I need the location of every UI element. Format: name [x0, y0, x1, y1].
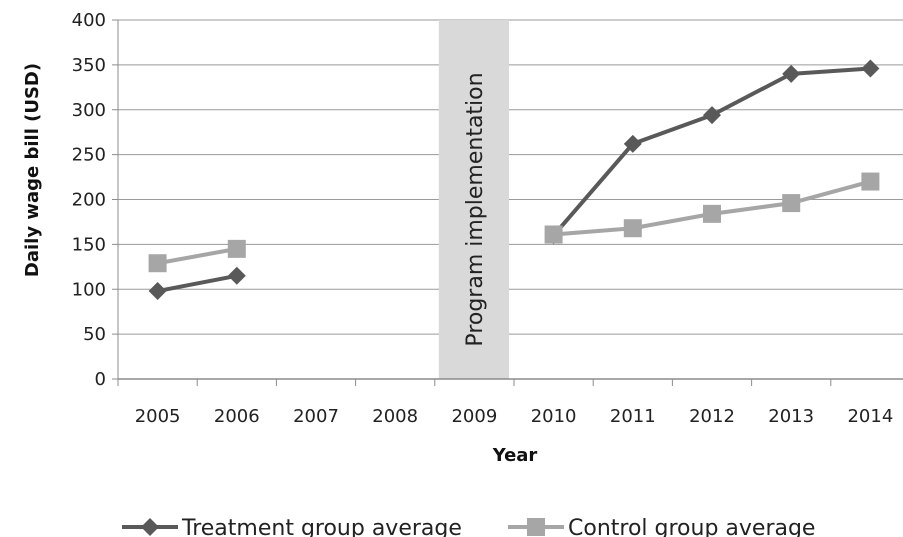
y-axis-title: Daily wage bill (USD) — [22, 63, 43, 277]
square-marker-icon — [527, 518, 545, 536]
diamond-marker-icon — [141, 518, 159, 536]
y-tick-label: 50 — [83, 324, 106, 345]
y-tick-label: 200 — [72, 190, 106, 211]
x-tick-label: 2014 — [847, 406, 893, 427]
series-line — [157, 246, 238, 266]
data-point — [148, 282, 167, 301]
gridlines — [118, 19, 903, 335]
legend: Treatment group average Control group ave… — [122, 516, 815, 537]
legend-item: Treatment group average — [122, 516, 462, 537]
legend-item: Control group average — [508, 516, 815, 537]
x-tick-label: 2005 — [135, 406, 181, 427]
data-point — [861, 59, 880, 78]
y-tick-label: 0 — [95, 369, 106, 390]
data-point — [861, 172, 880, 191]
series-group — [148, 59, 880, 301]
data-point — [227, 266, 246, 285]
legend-label: Treatment group average — [181, 516, 462, 537]
data-point — [148, 254, 167, 273]
x-tick-label: 2008 — [372, 406, 418, 427]
x-tick-label: 2007 — [293, 406, 339, 427]
program-implementation-band — [438, 20, 509, 379]
x-tick-label: 2012 — [689, 406, 735, 427]
x-tick-label: 2006 — [214, 406, 260, 427]
data-point — [544, 225, 563, 244]
data-point — [782, 194, 801, 213]
data-point — [703, 106, 721, 125]
annotation-band-group: Program implementation — [438, 20, 509, 379]
series-line — [157, 273, 238, 294]
x-tick-label: 2011 — [610, 406, 656, 427]
data-point — [227, 239, 246, 258]
series-1 — [148, 59, 880, 301]
data-point — [623, 134, 642, 153]
y-tick-label: 150 — [72, 234, 106, 255]
x-tick-label: 2009 — [451, 406, 497, 427]
x-tick-label: 2013 — [768, 406, 814, 427]
data-point — [703, 204, 721, 223]
data-point — [782, 64, 801, 83]
legend-label: Control group average — [568, 516, 815, 537]
labels: Daily wage bill (USD) Year — [22, 63, 537, 466]
axes: 0 50 100 150 200 250 300 350 400 2005 2006 2007 2008… — [72, 10, 903, 427]
y-tick-label: 300 — [72, 100, 106, 121]
y-tick-label: 100 — [72, 279, 106, 300]
x-axis-title: Year — [492, 445, 538, 466]
data-point — [623, 219, 642, 238]
series-2 — [148, 172, 880, 273]
x-tick-label: 2010 — [531, 406, 577, 427]
y-tick-label: 350 — [72, 55, 106, 76]
y-tick-label: 250 — [72, 145, 106, 166]
band-label: Program implementation — [463, 72, 488, 346]
y-tick-label: 400 — [72, 10, 106, 31]
